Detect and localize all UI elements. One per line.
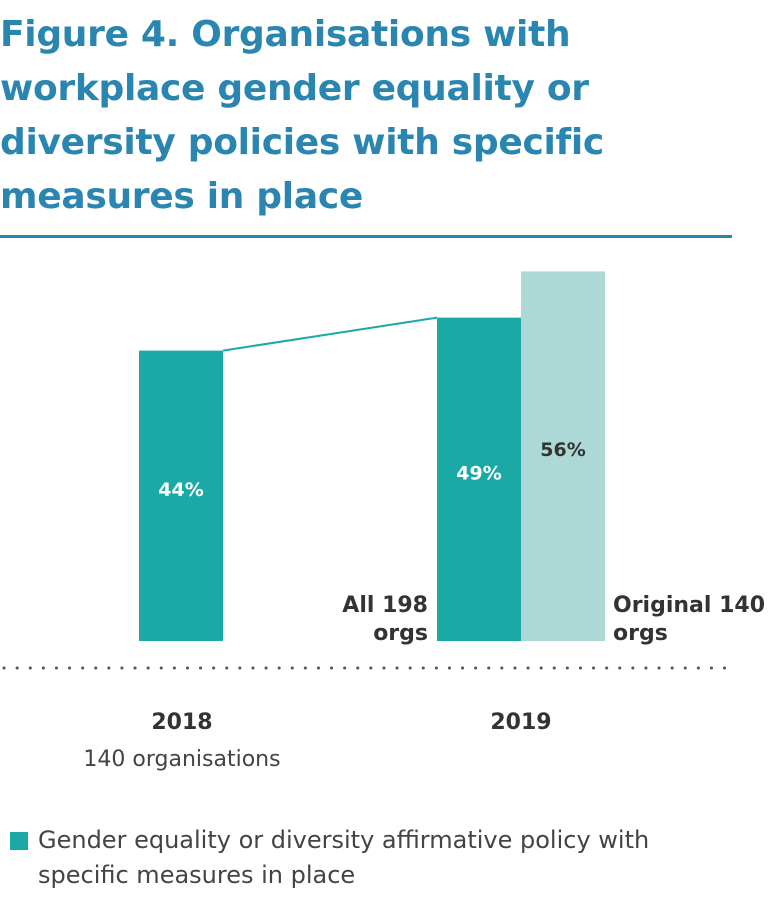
trend-connector-line <box>222 316 438 352</box>
data-label-2019-1: 49% <box>456 462 501 484</box>
x-tick-sublabel-2018: 140 organisations <box>83 747 280 772</box>
x-tick-label-2018: 2018 <box>151 710 212 735</box>
title-divider <box>0 235 732 238</box>
data-label-2019-2: 56% <box>540 439 585 461</box>
bar-2019-1 <box>437 317 521 641</box>
legend: Gender equality or diversity affirmative… <box>10 823 750 893</box>
legend-swatch <box>10 832 28 850</box>
bar-caption-2019-1: All 198 orgs <box>342 593 428 646</box>
x-tick-label-2019: 2019 <box>490 710 551 735</box>
chart-title: Figure 4. Organisations with workplace g… <box>0 14 604 217</box>
data-label-2018-1: 44% <box>158 479 203 501</box>
bar-2019-2 <box>521 271 605 641</box>
bar-caption-2019-2: Original 140 orgs <box>613 593 765 646</box>
bar-2018-1 <box>139 350 223 641</box>
legend-label: Gender equality or diversity affirmative… <box>38 826 650 889</box>
